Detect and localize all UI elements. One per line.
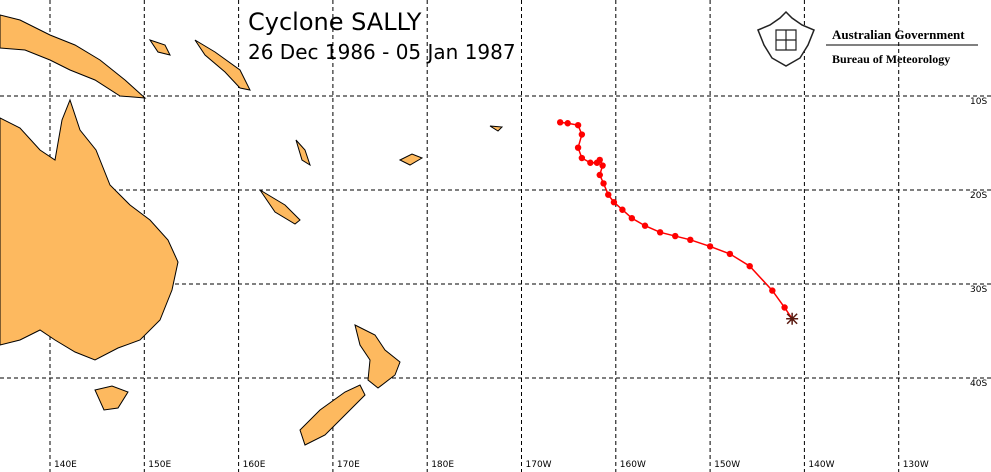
track-point xyxy=(599,162,606,169)
lat-label: 30S xyxy=(970,285,987,295)
land xyxy=(0,14,504,446)
shield xyxy=(775,29,797,51)
track-point xyxy=(596,171,603,179)
title: Cyclone SALLY xyxy=(248,8,422,36)
agency-name: Bureau of Meteorology xyxy=(832,52,950,66)
track-point xyxy=(600,180,607,187)
track-point xyxy=(605,191,612,198)
track-point xyxy=(769,287,776,294)
fiji xyxy=(398,153,424,166)
track-point xyxy=(574,121,582,129)
track-point xyxy=(587,159,594,166)
track-point xyxy=(619,206,626,213)
lon-label: 180E xyxy=(431,460,454,470)
track-point xyxy=(672,232,679,240)
government-name: Australian Government xyxy=(832,27,965,42)
lon-label: 160E xyxy=(243,460,266,470)
lon-label: 170W xyxy=(526,460,552,470)
lat-label: 40S xyxy=(970,379,987,389)
track-point xyxy=(628,215,636,222)
track-point xyxy=(656,229,664,236)
new-zealand-south xyxy=(299,384,366,446)
cyclone-track xyxy=(556,119,799,325)
track-point xyxy=(574,144,582,151)
track-point xyxy=(564,120,571,127)
track-end xyxy=(786,312,799,325)
island xyxy=(148,39,171,56)
lon-label: 140W xyxy=(808,460,834,470)
track-point xyxy=(610,199,618,206)
lon-label: 150W xyxy=(714,460,740,470)
lat-label: 20S xyxy=(970,191,987,201)
track-point xyxy=(578,131,586,138)
lon-label: 160W xyxy=(620,460,646,470)
lon-label: 130W xyxy=(903,460,929,470)
vanuatu xyxy=(295,139,311,167)
lon-label: 170E xyxy=(337,460,360,470)
new-zealand-north xyxy=(354,324,401,389)
subtitle: 26 Dec 1986 - 05 Jan 1987 xyxy=(248,40,516,64)
solomon-islands xyxy=(194,39,251,91)
new-guinea xyxy=(0,14,147,99)
track-point xyxy=(556,119,564,126)
australia xyxy=(0,98,179,361)
track-point xyxy=(781,304,788,311)
grid-labels: 140E 150E 160E 170E 180E 170W 160W 150W 140W 130W… xyxy=(54,97,987,470)
logo: Australian Government Bureau of Meteorol… xyxy=(757,10,978,67)
track-point xyxy=(578,154,586,162)
new-caledonia xyxy=(259,189,301,225)
track-point xyxy=(687,236,694,244)
tasmania xyxy=(94,385,129,411)
lon-label: 150E xyxy=(148,460,171,470)
track-point xyxy=(706,243,714,250)
lat-label: 10S xyxy=(970,97,987,107)
track-point xyxy=(641,222,649,229)
track-point xyxy=(726,250,734,258)
track-point xyxy=(596,156,603,164)
track-point xyxy=(746,262,753,270)
lon-label: 140E xyxy=(54,460,77,470)
samoa xyxy=(489,125,504,132)
